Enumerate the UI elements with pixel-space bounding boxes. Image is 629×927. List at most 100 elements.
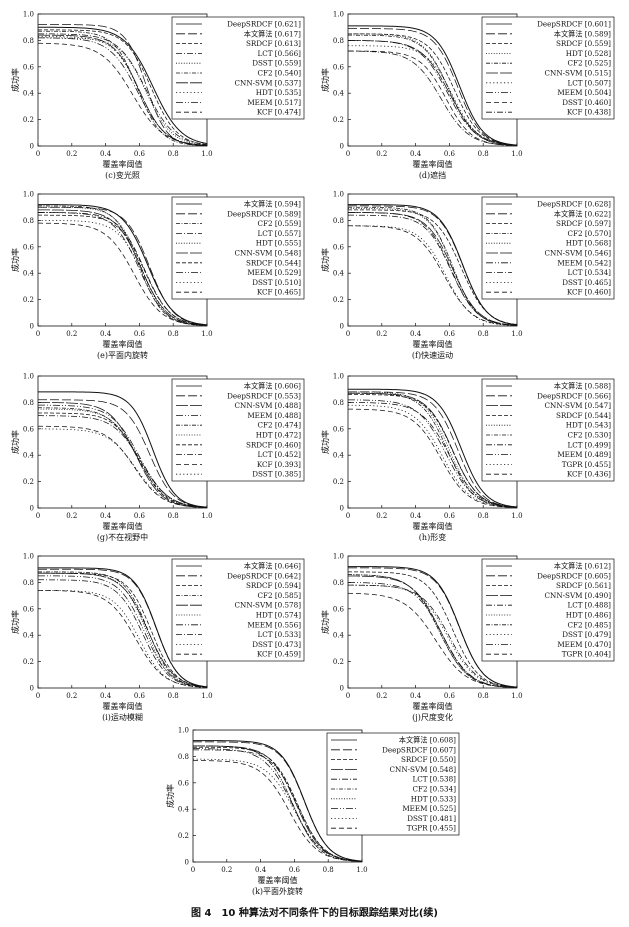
legend-label: HDT [0.472] <box>256 431 301 440</box>
y-axis-label: 成功率 <box>10 248 20 272</box>
legend-label: KCF [0.393] <box>257 460 301 469</box>
legend-label: SRDCF [0.559] <box>556 39 611 48</box>
y-tick-label: 0 <box>340 505 344 513</box>
y-tick-label: 1.0 <box>333 191 344 199</box>
legend-label: SRDCF [0.550] <box>401 755 456 764</box>
legend-label: 本文算法 [0.646] <box>244 562 301 571</box>
x-tick-label: 0 <box>36 330 40 338</box>
legend-label: 本文算法 [0.608] <box>399 736 456 745</box>
y-tick-label: 0 <box>30 505 34 513</box>
y-tick-label: 0 <box>340 143 344 151</box>
legend-label: KCF [0.460] <box>567 288 611 297</box>
series-line <box>38 37 207 146</box>
x-tick-label: 0.2 <box>376 512 387 520</box>
x-tick-label: 1.0 <box>201 512 212 520</box>
y-axis-label: 成功率 <box>10 430 20 454</box>
series-line <box>348 33 517 146</box>
series-line <box>348 567 517 688</box>
legend-label: HDT [0.533] <box>411 794 456 803</box>
series-line <box>348 584 517 688</box>
panel-subtitle: (j)尺度变化 <box>412 712 453 722</box>
x-tick-label: 0.6 <box>444 692 456 700</box>
panel-subtitle: (h)形变 <box>419 532 446 542</box>
legend-label: DSST [0.479] <box>562 630 611 639</box>
legend-label: MEEM [0.489] <box>557 450 611 459</box>
legend-label: CNN-SVM [0.546] <box>545 249 612 258</box>
y-tick-label: 0.4 <box>333 632 345 640</box>
series-line <box>38 24 207 146</box>
series-line <box>38 567 207 688</box>
y-axis-label: 成功率 <box>10 610 20 634</box>
series-line <box>38 428 207 508</box>
legend-label: SRDCF [0.594] <box>246 581 301 590</box>
y-tick-label: 0.8 <box>333 217 344 225</box>
legend-label: HDT [0.574] <box>256 611 301 620</box>
x-tick-label: 0 <box>36 692 40 700</box>
legend-label: MEEM [0.488] <box>247 411 301 420</box>
y-tick-label: 0.4 <box>23 270 35 278</box>
legend-label: CF2 [0.570] <box>567 229 611 238</box>
x-axis-label: 覆盖率阈值 <box>258 875 298 885</box>
legend-label: KCF [0.465] <box>257 288 301 297</box>
x-axis-label: 覆盖率阈值 <box>103 701 143 711</box>
series-line <box>348 204 517 326</box>
y-tick-label: 1.0 <box>333 373 344 381</box>
x-axis-label: 覆盖率阈值 <box>413 521 453 531</box>
series-line <box>38 206 207 326</box>
chart-panel-d: 0 0.2 0.4 0.6 0.8 1.0 0 0.2 0.4 0.6 0.8 1.0 覆盖率阈值 成功率… <box>320 11 615 180</box>
y-tick-label: 0.8 <box>333 579 344 587</box>
chart-panel-f: 0 0.2 0.4 0.6 0.8 1.0 0 0.2 0.4 0.6 0.8 1.0 覆盖率阈值 成功率… <box>320 191 615 360</box>
series-line <box>38 209 207 326</box>
y-tick-label: 0.4 <box>333 452 345 460</box>
x-tick-label: 0.6 <box>289 866 301 874</box>
series-line <box>348 391 517 508</box>
legend-label: DeepSRDCF [0.566] <box>537 391 611 400</box>
legend-label: DSST [0.481] <box>407 814 456 823</box>
legend-label: LCT [0.488] <box>567 601 611 610</box>
legend-label: 本文算法 [0.606] <box>244 382 301 391</box>
x-tick-label: 0 <box>191 866 195 874</box>
y-tick-label: 0 <box>30 143 34 151</box>
legend-label: DSST [0.473] <box>252 640 301 649</box>
legend-label: CNN-SVM [0.548] <box>390 765 457 774</box>
x-tick-label: 0.4 <box>410 330 422 338</box>
legend-label: DSST [0.460] <box>562 98 611 107</box>
x-tick-label: 0.4 <box>100 512 112 520</box>
y-tick-label: 0.6 <box>333 63 345 71</box>
legend-label: TGPR [0.404] <box>562 650 611 659</box>
legend-label: 本文算法 [0.594] <box>244 200 301 209</box>
x-tick-label: 1.0 <box>511 330 522 338</box>
x-tick-label: 0.2 <box>221 866 232 874</box>
legend-label: DeepSRDCF [0.628] <box>537 200 611 209</box>
series-line <box>38 590 207 688</box>
x-tick-label: 1.0 <box>356 866 367 874</box>
legend-label: KCF [0.436] <box>567 470 611 479</box>
series-line <box>348 394 517 508</box>
panel-subtitle: (k)平面外旋转 <box>252 886 303 896</box>
x-tick-label: 1.0 <box>511 512 522 520</box>
series-line <box>348 28 517 146</box>
x-tick-label: 0 <box>346 512 350 520</box>
x-tick-label: 0.8 <box>478 330 489 338</box>
x-tick-label: 0.4 <box>255 866 267 874</box>
x-tick-label: 0 <box>346 692 350 700</box>
series-line <box>193 745 362 862</box>
x-tick-label: 0 <box>346 150 350 158</box>
x-tick-label: 0.8 <box>168 512 179 520</box>
x-tick-label: 0.6 <box>134 512 146 520</box>
x-tick-label: 0.4 <box>100 330 112 338</box>
y-tick-label: 0.2 <box>23 116 34 124</box>
legend-label: LCT [0.534] <box>567 268 611 277</box>
series-line <box>193 746 362 862</box>
legend-label: CNN-SVM [0.578] <box>235 601 302 610</box>
series-line <box>348 25 517 146</box>
legend-label: 本文算法 [0.622] <box>554 209 611 218</box>
series-line <box>38 572 207 688</box>
x-tick-label: 0 <box>36 512 40 520</box>
series-line <box>38 579 207 688</box>
panel-subtitle: (d)遮挡 <box>419 170 446 180</box>
series-line <box>348 566 517 688</box>
y-tick-label: 0.8 <box>333 399 344 407</box>
series-line <box>38 29 207 145</box>
